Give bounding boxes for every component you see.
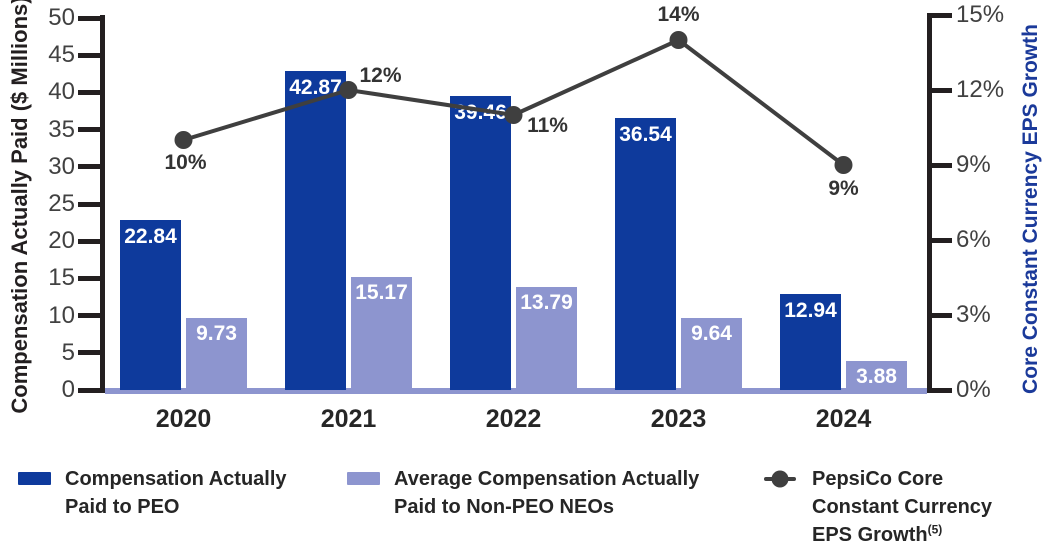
x-axis-category-label: 2022 bbox=[485, 405, 542, 433]
left-axis-tick-label: 25 bbox=[48, 190, 75, 217]
peo-bar bbox=[450, 96, 511, 390]
right-axis-tick bbox=[927, 87, 952, 93]
eps-point-value-label: 11% bbox=[527, 114, 568, 137]
left-axis-tick bbox=[78, 89, 105, 95]
left-axis-tick-label: 45 bbox=[48, 41, 75, 69]
left-axis-tick bbox=[78, 15, 105, 21]
x-axis-category-label: 2023 bbox=[650, 405, 707, 433]
left-axis-tick bbox=[78, 201, 105, 207]
x-axis-category-label: 2021 bbox=[320, 405, 377, 433]
legend-item-neo: Average Compensation Actually Paid to No… bbox=[347, 465, 699, 521]
right-axis-tick-label: 12% bbox=[956, 76, 1005, 103]
legend-item-peo: Compensation Actually Paid to PEO bbox=[18, 465, 287, 521]
right-axis-tick bbox=[927, 237, 952, 243]
neo-bar-value-label: 13.79 bbox=[520, 291, 573, 315]
right-axis-tick-label: 15% bbox=[956, 1, 1005, 28]
neo-bar bbox=[846, 361, 907, 390]
left-axis-tick-label: 35 bbox=[48, 115, 75, 143]
legend-line: PepsiCo Core bbox=[812, 468, 944, 490]
neo-bar bbox=[186, 317, 247, 390]
legend-item-peo-label: Compensation Actually Paid to PEO bbox=[65, 465, 287, 521]
eps-growth-point bbox=[504, 106, 523, 124]
peo-bar bbox=[780, 293, 841, 390]
peo-bar bbox=[285, 71, 346, 390]
eps-line-marker-icon bbox=[764, 470, 796, 488]
legend-line: Average Compensation Actually bbox=[394, 468, 700, 490]
right-axis-tick bbox=[927, 312, 952, 318]
legend-item-eps-label: PepsiCo Core Constant Currency EPS Growt… bbox=[812, 465, 992, 541]
peo-bar-value-label: 12.94 bbox=[784, 298, 837, 322]
neo-bar bbox=[516, 287, 577, 390]
legend-line: Compensation Actually bbox=[65, 468, 287, 490]
left-axis-tick-label: 15 bbox=[48, 264, 75, 292]
x-axis-category-label: 2024 bbox=[815, 405, 872, 433]
right-axis-tick-label: 9% bbox=[956, 151, 991, 178]
right-axis-tick bbox=[927, 387, 952, 393]
right-axis-line bbox=[927, 15, 932, 393]
plot-area: 0 5 10 15 20 25 30 35 40 45 50 0% 3% 6% 9% 12% 15% 22.84 9… bbox=[48, 1, 1005, 433]
left-axis-tick-label: 40 bbox=[48, 78, 75, 106]
peo-bar bbox=[615, 118, 676, 390]
right-axis-tick bbox=[927, 162, 952, 168]
neo-bar-value-label: 9.64 bbox=[691, 322, 732, 346]
left-axis-tick-label: 0 bbox=[61, 376, 75, 403]
neo-bar bbox=[351, 277, 412, 390]
left-axis-tick bbox=[78, 52, 105, 58]
neo-bar-value-label: 9.73 bbox=[196, 321, 237, 345]
left-axis-tick bbox=[78, 350, 105, 356]
right-axis-tick-label: 6% bbox=[956, 226, 991, 253]
neo-bar-value-label: 3.88 bbox=[856, 365, 897, 389]
left-axis-tick bbox=[78, 164, 105, 170]
left-axis-tick bbox=[78, 275, 105, 281]
eps-point-value-label: 12% bbox=[359, 64, 402, 87]
legend-item-eps: PepsiCo Core Constant Currency EPS Growt… bbox=[764, 465, 992, 541]
eps-growth-point bbox=[669, 31, 688, 49]
legend-item-neo-label: Average Compensation Actually Paid to No… bbox=[394, 465, 699, 521]
left-axis-tick bbox=[78, 387, 105, 393]
zero-baseline-strip bbox=[105, 388, 927, 394]
left-axis-tick-label: 10 bbox=[48, 301, 75, 329]
neo-bar-value-label: 15.17 bbox=[355, 281, 408, 305]
left-axis-tick-label: 50 bbox=[48, 4, 75, 31]
eps-point-value-label: 14% bbox=[657, 3, 700, 26]
eps-growth-line bbox=[182, 37, 845, 167]
legend-line: EPS Growth bbox=[812, 524, 928, 541]
left-axis-tick bbox=[78, 127, 105, 133]
x-axis-category-label: 2020 bbox=[155, 405, 212, 433]
eps-growth-point bbox=[834, 156, 853, 174]
peo-bar-value-label: 22.84 bbox=[124, 225, 177, 249]
peo-bar bbox=[120, 220, 181, 390]
legend-line: Paid to Non-PEO NEOs bbox=[394, 496, 615, 518]
right-axis-tick bbox=[927, 12, 952, 18]
eps-point-value-label: 10% bbox=[164, 151, 207, 174]
peo-bar-value-label: 36.54 bbox=[619, 123, 672, 147]
left-axis-tick-label: 20 bbox=[48, 227, 75, 255]
neo-bar-swatch-icon bbox=[347, 472, 380, 485]
neo-bar bbox=[681, 318, 742, 390]
legend: Compensation Actually Paid to PEO Averag… bbox=[0, 458, 1050, 541]
peo-bar-swatch-icon bbox=[18, 472, 51, 485]
left-axis-tick bbox=[78, 313, 105, 319]
left-axis-tick-label: 30 bbox=[48, 152, 75, 180]
right-axis-tick-label: 0% bbox=[956, 376, 991, 403]
peo-bar-value-label: 42.87 bbox=[289, 76, 342, 100]
legend-line: Constant Currency bbox=[812, 496, 993, 518]
legend-footnote-superscript: (5) bbox=[927, 522, 943, 537]
eps-growth-point bbox=[339, 81, 358, 99]
eps-point-value-label: 9% bbox=[828, 177, 859, 200]
eps-growth-point bbox=[174, 131, 193, 149]
left-axis-tick-label: 5 bbox=[61, 338, 75, 366]
left-axis-tick bbox=[78, 238, 105, 244]
eps-growth-line-layer bbox=[174, 31, 853, 174]
legend-line: Paid to PEO bbox=[65, 496, 180, 518]
right-axis-tick-label: 3% bbox=[956, 301, 991, 328]
